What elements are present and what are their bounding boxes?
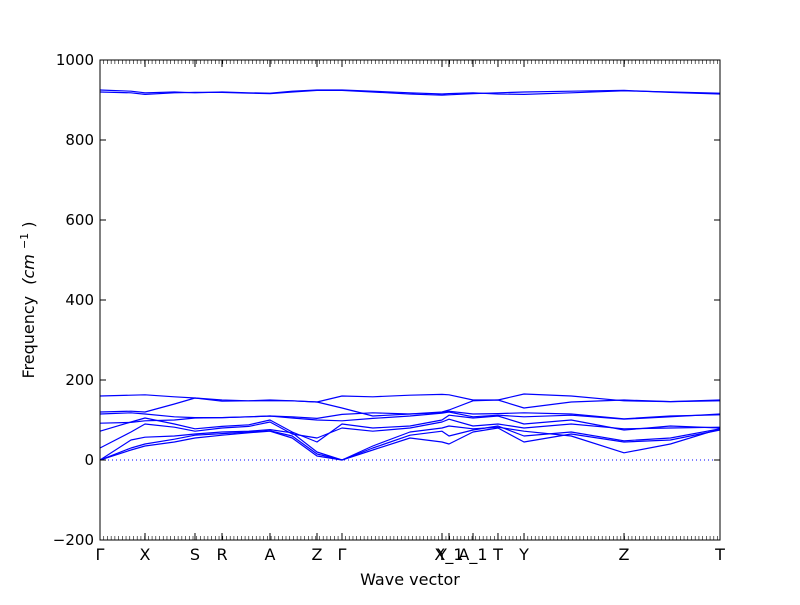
plot-frame bbox=[99, 59, 721, 541]
x-tick-label: A bbox=[265, 545, 276, 564]
band-line-11 bbox=[99, 427, 721, 461]
band-line-2 bbox=[99, 89, 721, 96]
x-tick-label: T bbox=[492, 545, 503, 564]
y-axis-label-exponent: −1 bbox=[18, 233, 31, 249]
x-tick-label: R bbox=[216, 545, 227, 564]
band-line-3 bbox=[99, 393, 721, 403]
y-axis-label-text: Frequency bbox=[19, 296, 38, 379]
band-line-6 bbox=[99, 411, 721, 424]
x-tick-label: Γ bbox=[338, 545, 347, 564]
y-axis-label-close: ) bbox=[19, 221, 38, 227]
y-tick-label: 200 bbox=[65, 371, 94, 389]
band-line-5 bbox=[99, 410, 721, 420]
x-tick-label: X_1 bbox=[434, 545, 463, 565]
series-layer bbox=[99, 89, 721, 461]
x-tick-label: Y bbox=[436, 545, 447, 564]
x-axis-label: Wave vector bbox=[360, 570, 460, 589]
band-line-7 bbox=[99, 414, 721, 443]
band-line-4 bbox=[99, 397, 721, 417]
x-tick-label: T bbox=[714, 545, 725, 564]
x-tick-label: Z bbox=[619, 545, 630, 564]
y-axis-label: Frequency (cm −1 ) bbox=[13, 221, 38, 378]
band-line-8 bbox=[99, 418, 721, 449]
x-tick-label: S bbox=[190, 545, 200, 564]
y-tick-label: 1000 bbox=[56, 51, 94, 69]
x-tick-label: Z bbox=[312, 545, 323, 564]
x-tick-label: A_1 bbox=[458, 545, 487, 565]
y-tick-label: 0 bbox=[84, 451, 94, 469]
band-line-10 bbox=[99, 425, 721, 461]
y-tick-label: 400 bbox=[65, 291, 94, 309]
x-tick-label: Γ bbox=[96, 545, 105, 564]
y-tick-label: 800 bbox=[65, 131, 94, 149]
x-tick-label: Y bbox=[518, 545, 529, 564]
y-tick-label: −200 bbox=[53, 531, 94, 549]
x-tick-label: X bbox=[140, 545, 151, 564]
y-axis-label-unit: (cm bbox=[19, 254, 38, 285]
y-tick-label: 600 bbox=[65, 211, 94, 229]
